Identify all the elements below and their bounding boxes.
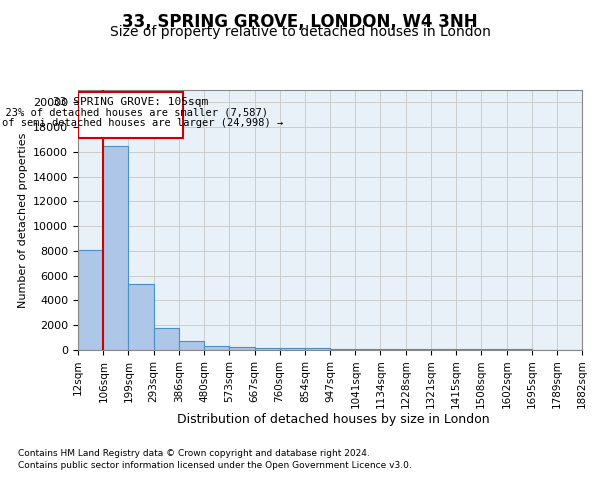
FancyBboxPatch shape	[78, 92, 182, 138]
Bar	[305, 348, 330, 350]
Text: 33, SPRING GROVE, LONDON, W4 3NH: 33, SPRING GROVE, LONDON, W4 3NH	[122, 12, 478, 30]
Y-axis label: Number of detached properties: Number of detached properties	[17, 132, 28, 308]
Bar	[380, 349, 406, 350]
Text: Contains HM Land Registry data © Crown copyright and database right 2024.: Contains HM Land Registry data © Crown c…	[18, 448, 370, 458]
Bar	[179, 342, 204, 350]
Text: Contains public sector information licensed under the Open Government Licence v3: Contains public sector information licen…	[18, 461, 412, 470]
Bar	[406, 349, 431, 350]
Bar	[355, 349, 380, 350]
Text: 76% of semi-detached houses are larger (24,998) →: 76% of semi-detached houses are larger (…	[0, 118, 283, 128]
Bar	[103, 146, 128, 350]
Text: Distribution of detached houses by size in London: Distribution of detached houses by size …	[176, 412, 490, 426]
Bar	[280, 348, 305, 350]
Bar	[204, 346, 229, 350]
Bar	[229, 347, 254, 350]
Text: Size of property relative to detached houses in London: Size of property relative to detached ho…	[110, 25, 490, 39]
Bar	[330, 348, 355, 350]
Text: ← 23% of detached houses are smaller (7,587): ← 23% of detached houses are smaller (7,…	[0, 108, 268, 118]
Bar	[154, 328, 179, 350]
Text: 33 SPRING GROVE: 105sqm: 33 SPRING GROVE: 105sqm	[53, 97, 208, 107]
Bar	[254, 348, 280, 350]
Bar	[78, 250, 103, 350]
Bar	[128, 284, 154, 350]
Bar	[431, 349, 456, 350]
